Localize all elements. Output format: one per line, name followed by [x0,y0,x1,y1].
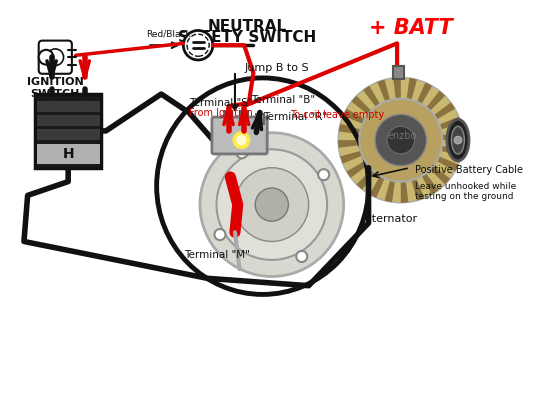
Circle shape [237,147,247,158]
Text: Terminal "M": Terminal "M" [184,250,249,260]
Circle shape [338,78,464,203]
Polygon shape [401,140,459,172]
Text: SAFETY SWITCH: SAFETY SWITCH [178,30,316,46]
Polygon shape [401,140,409,203]
Text: Jump B to S: Jump B to S [244,63,309,73]
Bar [256,114,263,124]
Polygon shape [401,78,417,140]
Text: To coil leave empty: To coil leave empty [290,110,384,120]
FancyBboxPatch shape [212,117,267,154]
Polygon shape [401,140,438,194]
Circle shape [47,49,64,66]
Polygon shape [343,109,401,140]
Circle shape [216,149,327,260]
Circle shape [200,133,344,276]
Polygon shape [340,140,401,164]
Bar [240,111,248,120]
Bar [37,144,99,164]
Polygon shape [401,117,461,140]
Text: IGNITION
SWITCH: IGNITION SWITCH [27,78,84,99]
Text: enzbo: enzbo [388,130,418,140]
Polygon shape [351,96,401,140]
Polygon shape [401,140,425,201]
Bar [35,94,101,168]
Text: H: H [62,147,74,161]
Polygon shape [401,140,450,184]
Circle shape [454,136,461,144]
Bar [37,129,99,140]
Polygon shape [393,78,401,140]
Text: From Ignition: From Ignition [189,108,253,118]
Circle shape [237,136,246,145]
Bar [394,66,404,79]
Text: NEUTRAL: NEUTRAL [207,20,287,34]
Text: Positive Battery Cable: Positive Battery Cable [414,164,523,174]
Bar [37,115,99,126]
Ellipse shape [451,126,465,154]
Circle shape [187,34,209,56]
Circle shape [235,168,309,242]
Text: Alternator: Alternator [362,214,418,224]
Polygon shape [370,140,401,198]
Text: + BATT: + BATT [368,18,452,38]
Text: Terminal "B": Terminal "B" [250,96,315,106]
Circle shape [296,251,307,262]
Ellipse shape [447,119,469,161]
Bar [37,102,99,112]
Circle shape [233,132,250,148]
Polygon shape [401,102,455,140]
Circle shape [318,169,329,180]
Circle shape [215,229,225,240]
Polygon shape [363,86,401,140]
Polygon shape [378,80,401,140]
Polygon shape [401,132,464,140]
Polygon shape [401,82,432,140]
FancyBboxPatch shape [38,41,72,74]
Polygon shape [357,140,401,190]
Text: Terminal "S": Terminal "S" [189,98,253,108]
Text: Terminal "R": Terminal "R" [263,112,327,122]
Text: Leave unhooked while
testing on the ground: Leave unhooked while testing on the grou… [414,182,516,201]
Bar [225,111,232,120]
Polygon shape [338,140,401,148]
Polygon shape [384,140,401,202]
Polygon shape [347,140,401,178]
Circle shape [183,30,213,60]
Circle shape [38,50,53,64]
Circle shape [359,99,442,182]
Polygon shape [401,140,463,156]
Circle shape [255,188,288,221]
Polygon shape [339,124,401,140]
Polygon shape [401,91,445,140]
Text: Red/Black: Red/Black [146,30,191,39]
Circle shape [375,114,427,166]
Circle shape [387,126,414,154]
